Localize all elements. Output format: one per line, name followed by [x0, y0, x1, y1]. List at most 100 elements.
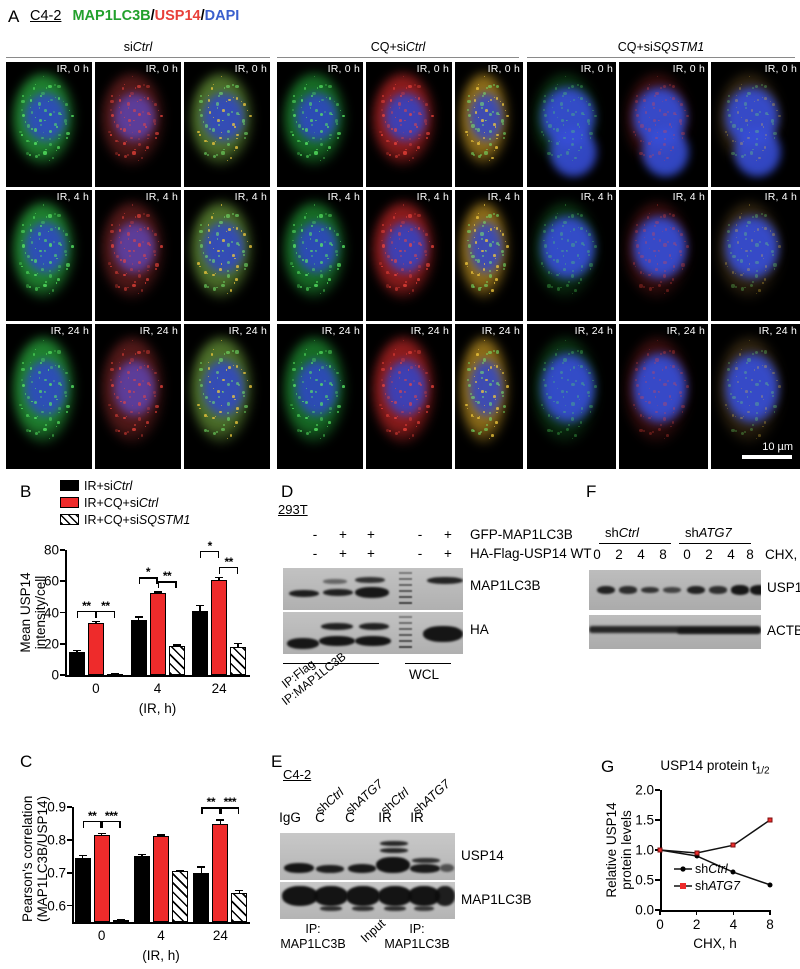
- fluorescence-punctum: [111, 362, 113, 365]
- x-axis-title: (IR, h): [142, 948, 180, 963]
- fluorescence-punctum: [471, 396, 475, 400]
- fluorescence-punctum: [243, 123, 246, 126]
- fluorescence-punctum: [552, 380, 556, 384]
- fluorescence-punctum: [63, 390, 67, 394]
- fluorescence-punctum: [49, 98, 53, 102]
- protein-band: [352, 906, 374, 911]
- fluorescence-punctum: [402, 263, 404, 265]
- fluorescence-punctum: [653, 119, 656, 122]
- y-tick: [60, 549, 65, 551]
- fluorescence-punctum: [542, 265, 545, 267]
- fluorescence-punctum: [235, 364, 239, 368]
- fluorescence-punctum: [389, 107, 391, 109]
- fluorescence-punctum: [570, 85, 575, 89]
- fluorescence-punctum: [648, 83, 651, 85]
- x-tick-label: 0: [97, 928, 106, 943]
- fluorescence-punctum: [726, 378, 729, 381]
- fluorescence-punctum: [750, 119, 753, 122]
- fluorescence-punctum: [736, 128, 739, 130]
- fluorescence-punctum: [336, 371, 339, 375]
- fluorescence-punctum: [212, 247, 214, 249]
- fluorescence-punctum: [736, 241, 740, 244]
- fluorescence-punctum: [566, 109, 570, 112]
- bracket-right-tick: [236, 566, 239, 574]
- fluorescence-punctum: [638, 392, 641, 395]
- fluorescence-punctum: [111, 384, 115, 388]
- fluorescence-punctum: [588, 395, 591, 397]
- fluorescence-punctum: [396, 272, 398, 274]
- fluorescence-punctum: [732, 255, 736, 259]
- fluorescence-punctum: [216, 430, 218, 433]
- fluorescence-punctum: [639, 428, 643, 432]
- fluorescence-punctum: [35, 154, 39, 159]
- fluorescence-punctum: [589, 263, 593, 267]
- fluorescence-punctum: [548, 396, 552, 400]
- fluorescence-punctum: [680, 123, 683, 126]
- fluorescence-punctum: [542, 134, 545, 136]
- fluorescence-punctum: [128, 95, 131, 97]
- fluorescence-punctum: [400, 136, 404, 140]
- fluorescence-punctum: [663, 159, 665, 162]
- fluorescence-punctum: [551, 224, 554, 226]
- fluorescence-punctum: [43, 119, 46, 122]
- ladder-mark: [399, 634, 412, 636]
- fluorescence-punctum: [561, 249, 564, 253]
- fluorescence-punctum: [155, 131, 159, 136]
- fluorescence-punctum: [30, 400, 33, 403]
- fluorescence-punctum: [672, 381, 676, 385]
- y-axis-title: Mean USP14 intensity/cell: [18, 550, 48, 675]
- fluorescence-punctum: [417, 364, 421, 368]
- fluorescence-punctum: [394, 247, 396, 249]
- fluorescence-punctum: [763, 145, 767, 149]
- fluorescence-punctum: [572, 228, 576, 231]
- fluorescence-punctum: [204, 271, 207, 274]
- fluorescence-punctum: [408, 383, 413, 387]
- fluorescence-punctum: [390, 94, 392, 97]
- fluorescence-punctum: [484, 132, 486, 134]
- fluorescence-punctum: [386, 271, 389, 274]
- lane-symbol-r0-l4: +: [444, 527, 452, 542]
- fluorescence-punctum: [557, 154, 561, 159]
- fluorescence-punctum: [134, 86, 137, 89]
- fluorescence-punctum: [663, 260, 667, 265]
- fluorescence-punctum: [385, 428, 390, 432]
- fluorescence-punctum: [63, 250, 67, 254]
- fluorescence-punctum: [404, 239, 407, 243]
- fluorescence-punctum: [664, 98, 668, 102]
- fluorescence-punctum: [763, 421, 767, 424]
- group-italic-f-1: ATG7: [698, 525, 732, 540]
- y-axis-title-g: Relative USP14 protein levels: [604, 790, 634, 910]
- fluorescence-punctum: [212, 117, 214, 119]
- fluorescence-punctum: [635, 384, 640, 388]
- fluorescence-punctum: [24, 121, 27, 124]
- fluorescence-punctum: [292, 239, 295, 242]
- fluorescence-punctum: [564, 263, 567, 265]
- fluorescence-punctum: [635, 113, 640, 118]
- fluorescence-punctum: [396, 415, 398, 417]
- fluorescence-punctum: [755, 383, 759, 387]
- fluorescence-punctum: [404, 378, 407, 382]
- fluorescence-punctum: [216, 232, 220, 236]
- fluorescence-punctum: [147, 412, 149, 414]
- protein-band: [435, 886, 455, 906]
- fluorescence-punctum: [204, 396, 208, 400]
- fluorescence-punctum: [155, 405, 159, 409]
- protein-band: [323, 579, 347, 584]
- legend-italic-g-0: Ctrl: [708, 862, 728, 876]
- fluorescence-punctum: [501, 233, 505, 236]
- fluorescence-punctum: [304, 273, 308, 277]
- fluorescence-punctum: [489, 366, 493, 369]
- fluorescence-punctum: [552, 111, 556, 114]
- fluorescence-punctum: [117, 272, 120, 275]
- fluorescence-punctum: [495, 145, 498, 149]
- fluorescence-punctum: [57, 381, 62, 385]
- fluorescence-punctum: [675, 113, 678, 116]
- fluorescence-punctum: [54, 364, 57, 366]
- fluorescence-punctum: [767, 113, 770, 116]
- fluorescence-punctum: [551, 99, 554, 102]
- fluorescence-punctum: [216, 237, 219, 240]
- fluorescence-punctum: [776, 240, 778, 242]
- fluorescence-punctum: [28, 153, 31, 156]
- fluorescence-punctum: [29, 376, 31, 378]
- fluorescence-punctum: [132, 339, 134, 342]
